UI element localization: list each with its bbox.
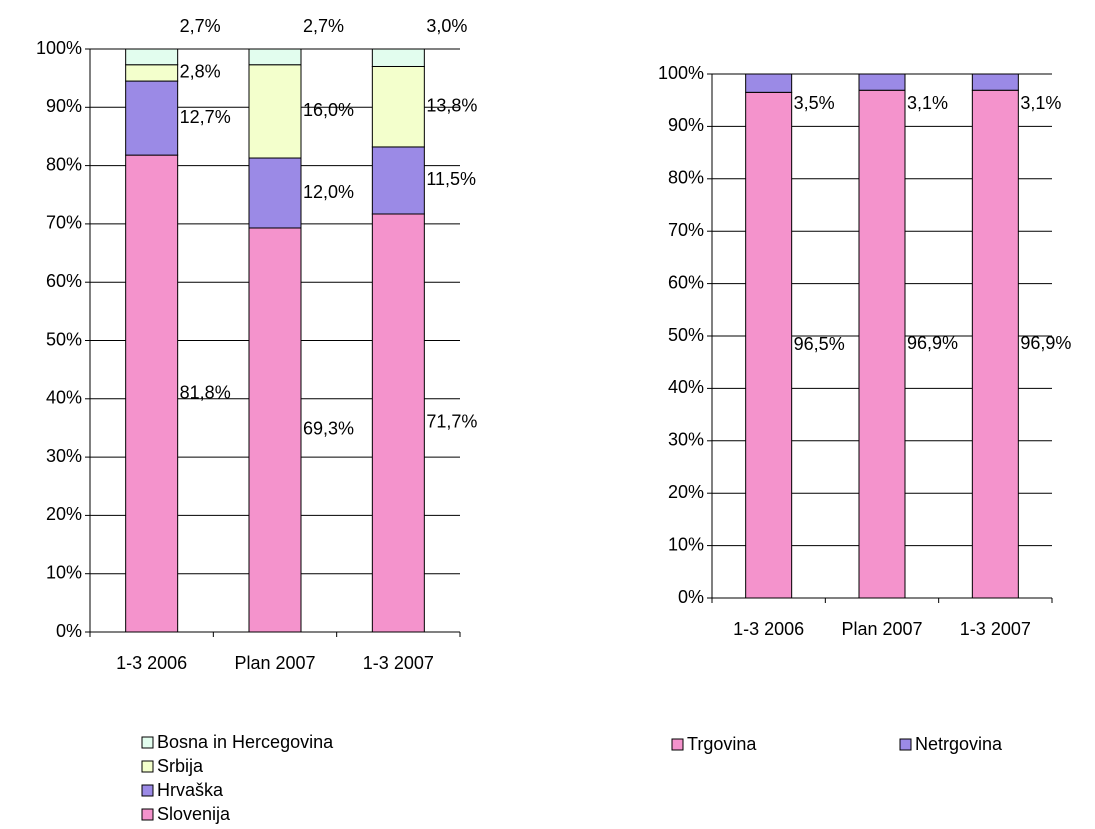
legend-swatch — [141, 784, 154, 797]
y-tick-label: 30% — [668, 430, 704, 450]
value-label: 3,1% — [1020, 93, 1061, 113]
x-tick-label: 1-3 2006 — [733, 619, 804, 639]
y-tick-label: 100% — [658, 63, 704, 83]
y-tick-label: 0% — [678, 587, 704, 607]
y-tick-label: 90% — [46, 96, 82, 116]
value-label: 69,3% — [303, 419, 354, 439]
y-tick-label: 50% — [46, 329, 82, 349]
bar-segment — [745, 73, 793, 93]
x-tick-label: Plan 2007 — [841, 619, 922, 639]
y-tick-label: 40% — [46, 388, 82, 408]
legend-label: Slovenija — [157, 804, 231, 824]
legend-label: Netrgovina — [915, 734, 1003, 754]
bar-segment — [371, 65, 425, 148]
value-label: 2,7% — [303, 16, 344, 36]
y-tick-label: 60% — [46, 271, 82, 291]
y-tick-label: 10% — [46, 562, 82, 582]
value-label: 96,5% — [794, 334, 845, 354]
y-tick-label: 10% — [668, 534, 704, 554]
bar-segment — [971, 89, 1019, 599]
y-tick-label: 70% — [46, 213, 82, 233]
bar-segment — [248, 64, 302, 159]
bar-segment — [125, 80, 179, 156]
value-label: 12,0% — [303, 182, 354, 202]
legend-swatch — [671, 738, 684, 751]
value-label: 96,9% — [1020, 333, 1071, 353]
y-tick-label: 60% — [668, 272, 704, 292]
value-label: 3,1% — [907, 93, 948, 113]
legend-swatch — [899, 738, 912, 751]
legend-swatch — [141, 808, 154, 821]
bar-segment — [248, 157, 302, 229]
legend-swatch — [141, 760, 154, 773]
bar-segment — [248, 48, 302, 66]
value-label: 13,8% — [426, 95, 477, 115]
y-tick-label: 90% — [668, 115, 704, 135]
bar-segment — [858, 73, 906, 91]
value-label: 11,5% — [426, 169, 476, 189]
value-label: 2,7% — [180, 16, 221, 36]
legend-label: Bosna in Hercegovina — [157, 732, 334, 752]
y-tick-label: 0% — [56, 621, 82, 641]
y-tick-label: 20% — [46, 504, 82, 524]
legend-label: Hrvaška — [157, 780, 224, 800]
y-tick-label: 80% — [668, 168, 704, 188]
bar-segment — [371, 146, 425, 215]
y-tick-label: 70% — [668, 220, 704, 240]
value-label: 81,8% — [180, 382, 231, 402]
bar-segment — [371, 213, 425, 633]
value-label: 12,7% — [180, 107, 231, 127]
value-label: 2,8% — [180, 62, 221, 82]
value-label: 71,7% — [426, 412, 477, 432]
y-tick-label: 100% — [36, 38, 82, 58]
x-tick-label: 1-3 2007 — [960, 619, 1031, 639]
value-label: 96,9% — [907, 333, 958, 353]
y-tick-label: 30% — [46, 446, 82, 466]
value-label: 16,0% — [303, 100, 354, 120]
y-tick-label: 20% — [668, 482, 704, 502]
x-tick-label: Plan 2007 — [234, 653, 315, 673]
value-label: 3,5% — [794, 93, 835, 113]
bar-segment — [125, 48, 179, 66]
legend-label: Trgovina — [687, 734, 757, 754]
legend-swatch — [141, 736, 154, 749]
bar-segment — [858, 89, 906, 599]
value-label: 3,0% — [426, 16, 467, 36]
bar-segment — [371, 48, 425, 67]
bar-segment — [745, 91, 793, 599]
bar-segment — [125, 154, 179, 633]
y-tick-label: 80% — [46, 154, 82, 174]
bar-segment — [125, 64, 179, 82]
x-tick-label: 1-3 2006 — [116, 653, 187, 673]
y-tick-label: 50% — [668, 325, 704, 345]
bar-segment — [248, 227, 302, 633]
x-tick-label: 1-3 2007 — [363, 653, 434, 673]
y-tick-label: 40% — [668, 377, 704, 397]
legend-label: Srbija — [157, 756, 204, 776]
bar-segment — [971, 73, 1019, 91]
